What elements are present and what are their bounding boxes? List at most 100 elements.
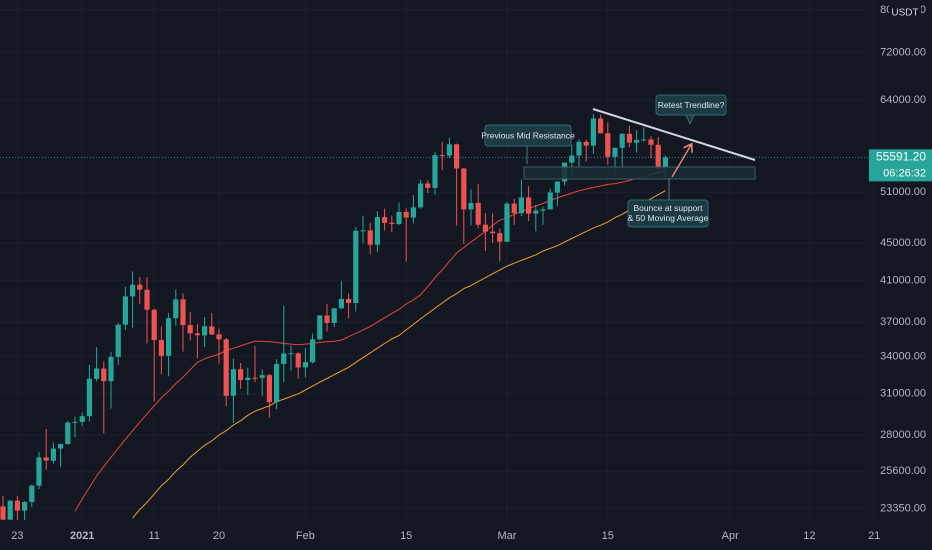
arrow	[671, 145, 691, 178]
last-price-badge	[869, 149, 932, 182]
candle-body	[504, 203, 510, 242]
candle-body	[648, 139, 654, 145]
candle-body	[490, 231, 496, 234]
candle-body	[144, 289, 150, 310]
candle-body	[526, 197, 532, 214]
candle-body	[72, 421, 78, 423]
candle-body	[540, 209, 546, 211]
candle-body	[7, 500, 13, 520]
candle-body	[173, 299, 179, 319]
candle-body	[302, 362, 308, 368]
currency-label: USDT	[891, 8, 918, 19]
x-tick-label: 2021	[70, 530, 94, 542]
candle-body	[187, 325, 193, 334]
candle-body	[310, 339, 316, 363]
candle-body	[58, 444, 64, 449]
candle-body	[22, 502, 28, 511]
y-tick-label: 41000.00	[880, 275, 926, 287]
candle-body	[252, 377, 258, 379]
candle-body	[94, 368, 100, 379]
candle-body	[518, 197, 524, 214]
candle-body	[29, 485, 35, 503]
candle-body	[396, 211, 402, 224]
candle-body	[266, 375, 272, 403]
y-tick-label: 64000.00	[880, 94, 926, 106]
candle-body	[475, 202, 481, 225]
candle-body	[281, 353, 287, 365]
candle-body	[619, 133, 625, 148]
currency-badge	[889, 4, 921, 21]
support-zone	[523, 166, 756, 180]
candle-body	[158, 339, 164, 356]
drawings: Previous Mid Resistance Retest Trendline…	[481, 94, 756, 228]
callout-text: & 50 Moving Average	[628, 213, 709, 223]
candle-body	[14, 500, 20, 511]
candle-body	[605, 133, 611, 157]
candle-body	[468, 202, 474, 210]
candle-body	[216, 334, 222, 340]
candle-body	[432, 155, 438, 188]
moving-average	[74, 170, 666, 512]
x-tick-label: Apr	[722, 530, 739, 542]
last-price-label: 55591.20	[876, 150, 926, 164]
candle-body	[403, 211, 409, 218]
candle-body	[367, 230, 373, 245]
x-tick-label: 15	[400, 530, 412, 542]
plot-area	[0, 114, 868, 520]
x-tick-label: 15	[602, 530, 614, 542]
y-tick-label: 23350.00	[880, 502, 926, 514]
candle-body	[130, 284, 136, 297]
candle-body	[122, 296, 128, 325]
y-tick-label: 25600.00	[880, 465, 926, 477]
y-tick-label: 31000.00	[880, 388, 926, 400]
candle-body	[662, 157, 668, 169]
y-tick-label: 28000.00	[880, 429, 926, 441]
candle-body	[410, 207, 416, 218]
callout-text: Previous Mid Resistance	[481, 130, 575, 140]
candle-body	[382, 217, 388, 223]
y-tick-label: 45000.00	[880, 237, 926, 249]
candle-body	[295, 353, 301, 368]
candle-body	[346, 299, 352, 304]
candle-body	[583, 141, 589, 146]
candle-body	[454, 144, 460, 169]
candle-body	[151, 309, 157, 341]
candle-body	[259, 375, 265, 378]
candle-body	[547, 192, 553, 210]
x-tick-label: Mar	[498, 530, 517, 542]
y-tick-label: 34000.00	[880, 350, 926, 362]
candle-body	[324, 315, 330, 323]
candle-body	[65, 422, 71, 445]
candle-body	[360, 230, 366, 232]
candle-body	[374, 217, 380, 245]
candle-body	[230, 369, 236, 396]
candle-body	[612, 147, 618, 157]
candle-body	[317, 315, 323, 340]
callout-pointer	[685, 114, 695, 126]
candle-body	[202, 326, 208, 336]
candle-body	[353, 230, 359, 304]
y-tick-label: 37000.00	[880, 316, 926, 328]
candle-body	[598, 118, 604, 134]
candle-body	[554, 181, 560, 193]
candle-body	[482, 224, 488, 232]
candle-body	[569, 155, 575, 163]
x-tick-label: 23	[11, 530, 23, 542]
x-tick-label: Feb	[296, 530, 315, 542]
candle-body	[634, 139, 640, 143]
candle-body	[533, 210, 539, 214]
candle-body	[101, 368, 107, 382]
candle-body	[137, 284, 143, 290]
candle-body	[166, 318, 172, 356]
candle-body	[43, 457, 49, 461]
candle-body	[115, 324, 121, 358]
candle-body	[79, 416, 85, 422]
candle-body	[338, 298, 344, 309]
callout-box	[484, 124, 572, 147]
candle-body	[108, 357, 114, 382]
countdown: 06:26:32	[883, 167, 926, 179]
trendline	[592, 108, 756, 161]
candle-body	[238, 369, 244, 380]
candle-body	[497, 233, 503, 242]
